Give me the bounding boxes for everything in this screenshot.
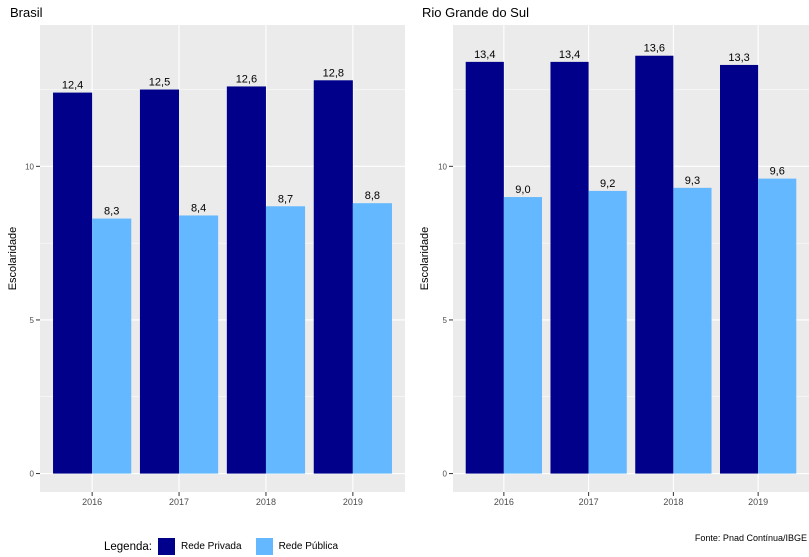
bar-rede-privada-2017 <box>139 89 180 474</box>
legend-item-rede-privada: Rede Privada <box>157 538 242 555</box>
legend-title: Legenda: <box>104 540 152 553</box>
legend-swatch-rede-privada <box>157 538 175 555</box>
x-tick-label: 2019 <box>343 497 363 507</box>
x-tick-label: 2018 <box>663 497 683 507</box>
data-label: 9,2 <box>600 178 615 190</box>
bar-rede-privada-2017 <box>550 61 589 474</box>
data-label: 9,6 <box>770 166 785 178</box>
bar-rede-publica-2018 <box>673 187 712 474</box>
data-label: 13,3 <box>728 52 749 64</box>
y-tick-label: 0 <box>443 470 448 479</box>
legend-item-rede-publica: Rede Pública <box>255 538 339 555</box>
bar-rede-publica-2016 <box>92 218 132 474</box>
bar-rede-privada-2018 <box>635 55 674 474</box>
y-axis-label: Escolaridade <box>419 227 431 291</box>
chart-title: Brasil <box>10 5 43 20</box>
bar-rede-publica-2019 <box>758 178 797 474</box>
data-label: 8,7 <box>278 193 293 205</box>
bar-rede-privada-2019 <box>720 64 759 474</box>
data-label: 9,0 <box>515 184 530 196</box>
x-tick-label: 2016 <box>82 497 102 507</box>
legend-swatch-rede-publica <box>255 538 273 555</box>
x-tick-label: 2017 <box>579 497 599 507</box>
y-tick-label: 5 <box>30 316 35 325</box>
data-label: 12,5 <box>149 77 170 89</box>
data-label: 8,8 <box>365 190 380 202</box>
bar-rede-publica-2019 <box>352 203 392 474</box>
bar-rede-publica-2017 <box>588 190 627 474</box>
y-axis-label: Escolaridade <box>7 227 19 291</box>
legend-label-rede-publica: Rede Pública <box>278 541 339 552</box>
x-tick-label: 2019 <box>748 497 768 507</box>
y-tick-label: 10 <box>438 162 447 171</box>
legend: Legenda: Rede Privada Rede Pública <box>104 538 352 555</box>
data-label: 8,4 <box>191 202 206 214</box>
legend-label-rede-privada: Rede Privada <box>180 541 242 552</box>
bar-rede-publica-2016 <box>503 197 542 474</box>
data-label: 9,3 <box>685 175 700 187</box>
y-tick-label: 5 <box>443 316 448 325</box>
data-label: 13,4 <box>474 49 495 61</box>
data-label: 13,4 <box>559 49 580 61</box>
bar-rede-privada-2018 <box>226 86 266 474</box>
y-tick-label: 10 <box>25 162 34 171</box>
bar-rede-publica-2018 <box>265 206 306 474</box>
x-tick-label: 2018 <box>256 497 276 507</box>
x-tick-label: 2016 <box>494 497 514 507</box>
x-tick-label: 2017 <box>169 497 189 507</box>
bar-rede-privada-2016 <box>465 61 504 474</box>
bar-rede-publica-2017 <box>179 215 219 474</box>
y-tick-label: 0 <box>30 470 35 479</box>
bar-rede-privada-2019 <box>313 80 353 474</box>
data-label: 13,6 <box>644 43 665 55</box>
source-note: Fonte: Pnad Contínua/IBGE <box>694 533 807 543</box>
data-label: 12,8 <box>323 67 344 79</box>
bar-rede-privada-2016 <box>53 92 93 474</box>
data-label: 12,6 <box>236 73 257 85</box>
data-label: 8,3 <box>104 206 119 218</box>
chart-title: Rio Grande do Sul <box>422 5 529 20</box>
data-label: 12,4 <box>62 80 83 92</box>
